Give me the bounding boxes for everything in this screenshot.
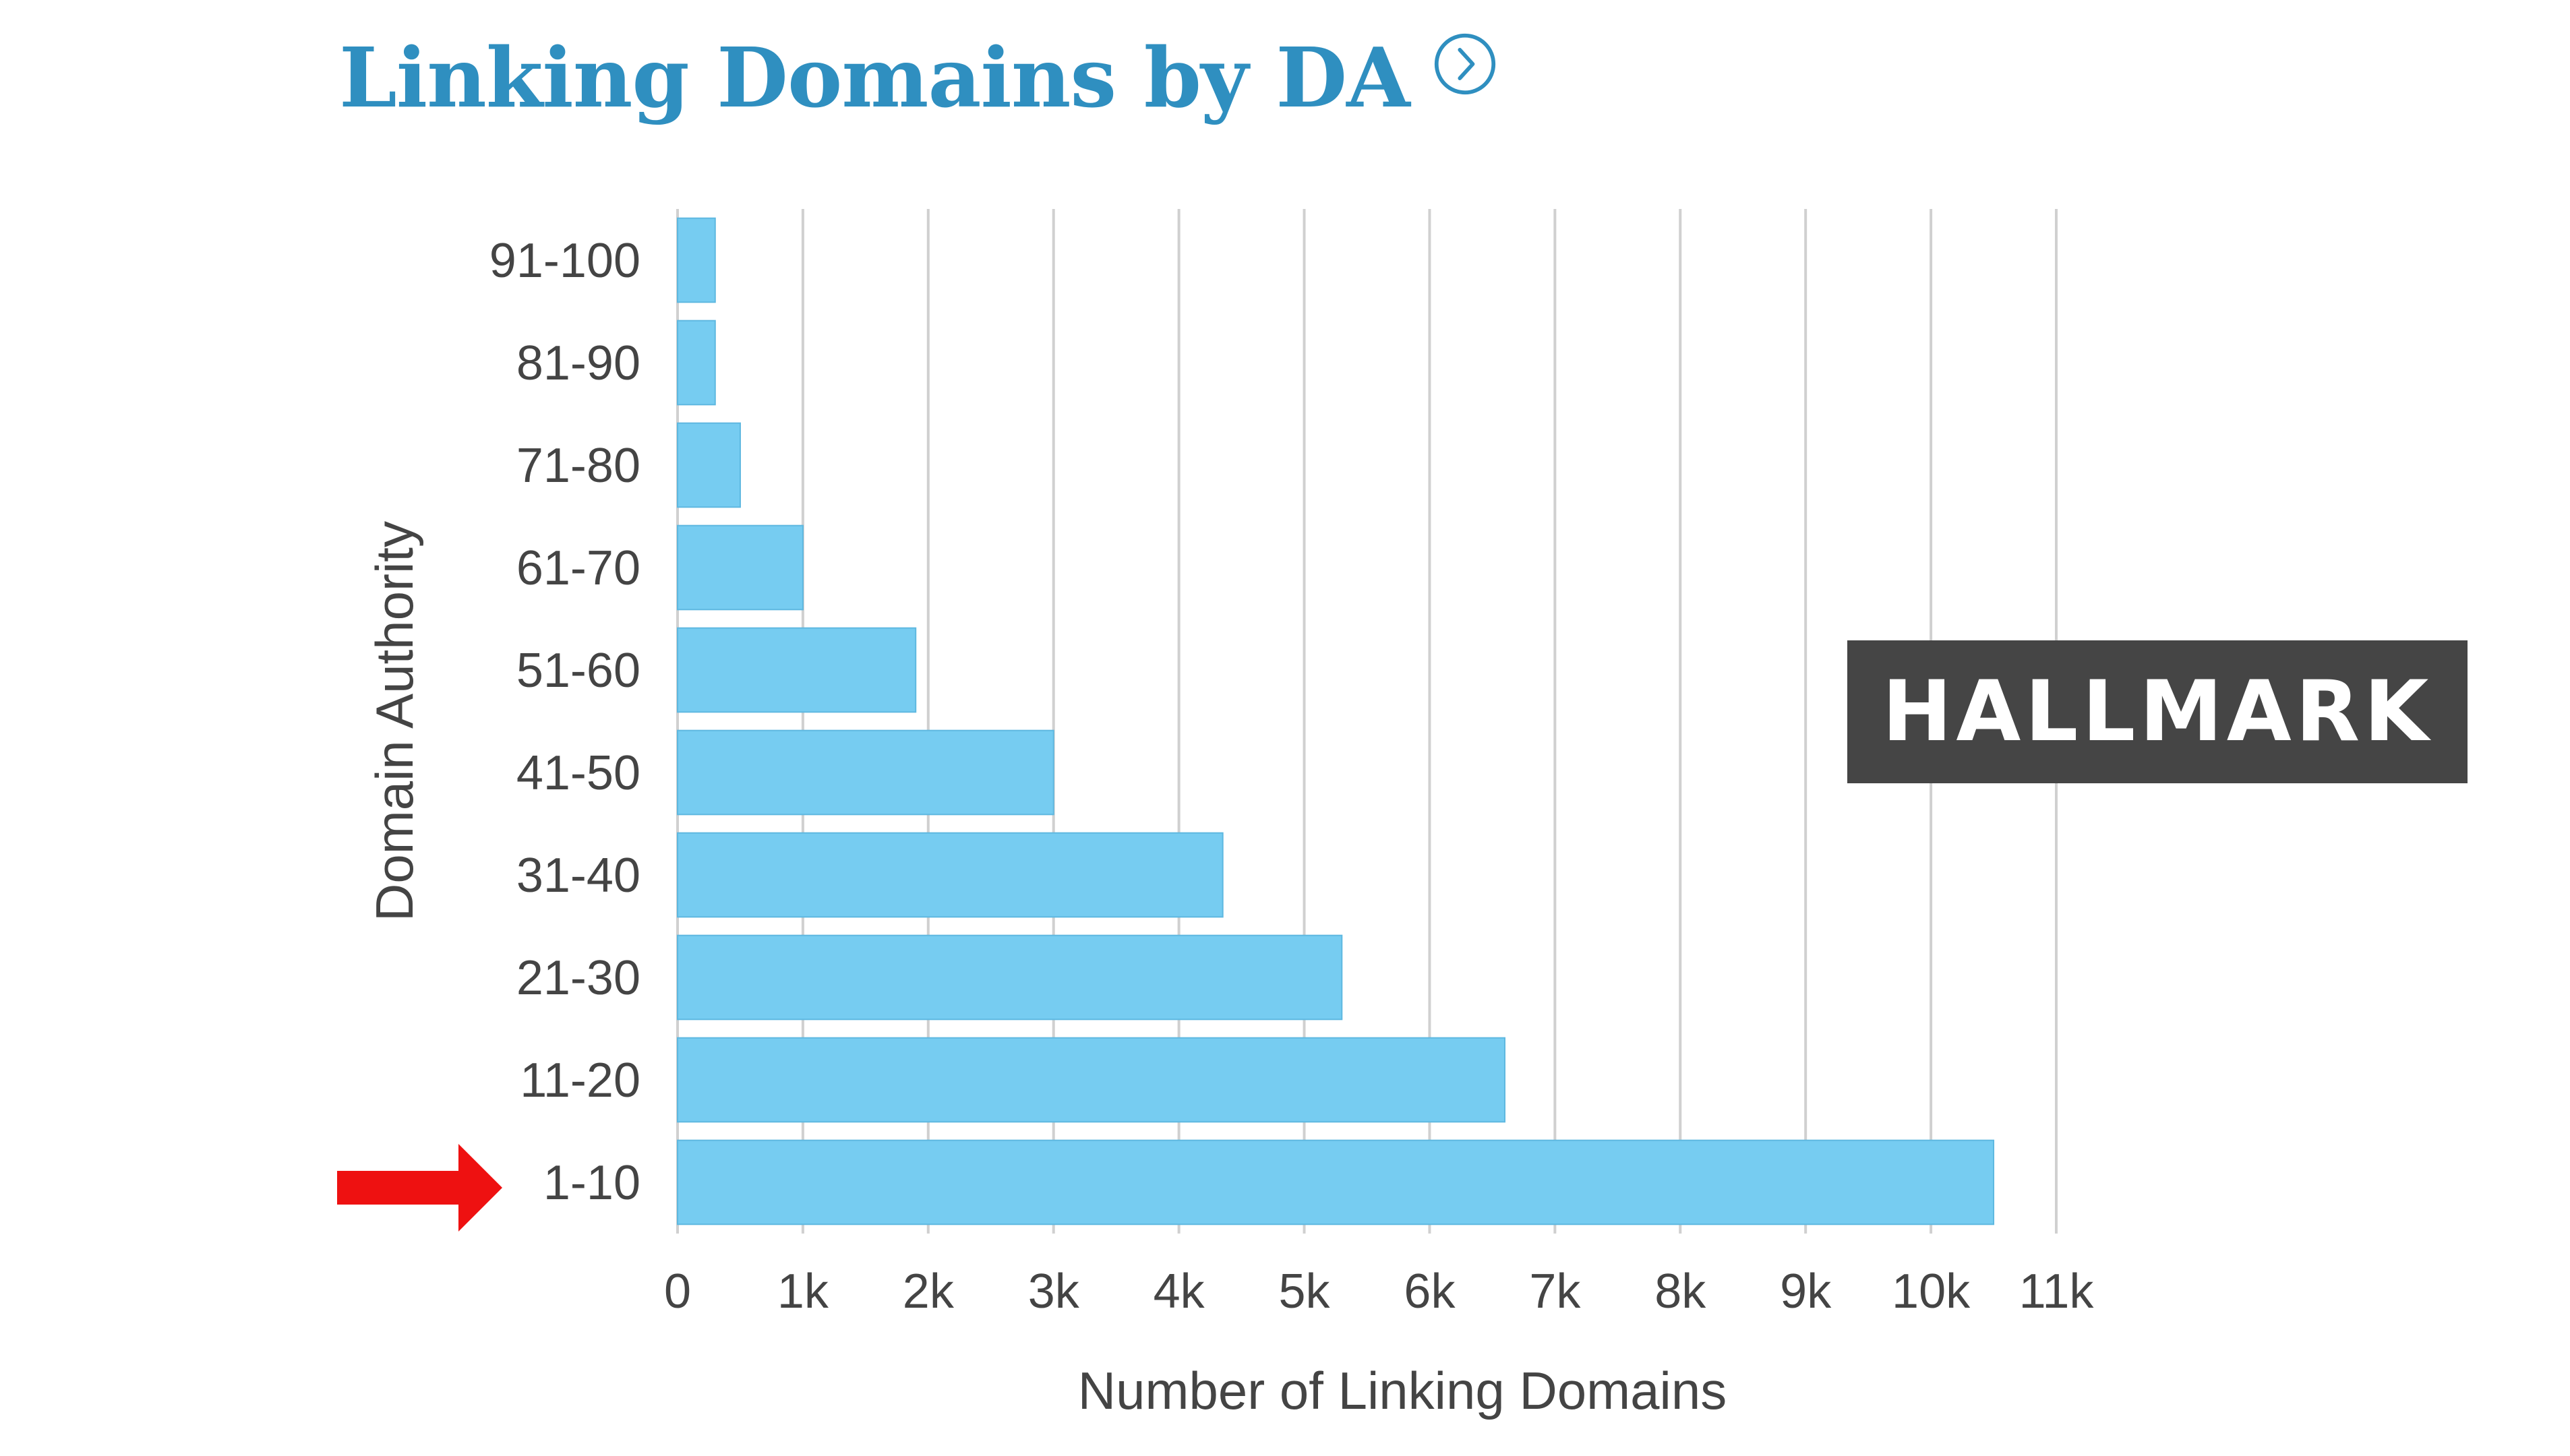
y-tick-label: 21-30 [516, 951, 640, 1005]
x-tick-label: 2k [903, 1265, 955, 1318]
y-tick-label: 11-20 [520, 1054, 640, 1108]
bar-51-60 [677, 627, 917, 713]
x-tick-label: 6k [1404, 1265, 1456, 1318]
x-tick-label: 9k [1780, 1265, 1832, 1318]
x-tick-label: 7k [1529, 1265, 1581, 1318]
y-tick-label: 41-50 [516, 746, 640, 800]
x-tick-label: 8k [1654, 1265, 1706, 1318]
chart-title-group: Linking Domains by DA [339, 28, 1497, 127]
bar-61-70 [677, 524, 804, 611]
bar-71-80 [677, 422, 741, 508]
y-tick-label: 31-40 [516, 849, 640, 903]
x-tick-label: 5k [1279, 1265, 1331, 1318]
bar-41-50 [677, 729, 1054, 816]
y-tick-label: 71-80 [516, 439, 640, 493]
y-axis-title: Domain Authority [365, 521, 424, 921]
watermark-text: HALLMARK [1882, 663, 2433, 760]
bar-81-90 [677, 320, 716, 406]
x-tick-label: 3k [1028, 1265, 1080, 1318]
x-tick-label: 1k [777, 1265, 829, 1318]
x-tick-label: 10k [1892, 1265, 1971, 1318]
red-arrow-right-icon [337, 1144, 502, 1232]
y-tick-label: 1-10 [543, 1156, 640, 1210]
bar-91-100 [677, 217, 716, 303]
watermark-badge: HALLMARK [1847, 640, 2468, 783]
y-tick-labels: 91-100 81-90 71-80 61-70 51-60 41-50 31-40 21-3… [489, 234, 640, 1210]
y-tick-label: 91-100 [489, 234, 640, 288]
x-tick-label: 0 [664, 1265, 691, 1318]
x-axis-title: Number of Linking Domains [1078, 1361, 1727, 1420]
bar-1-10 [677, 1139, 1995, 1225]
chevron-right-circle-icon[interactable] [1433, 32, 1497, 96]
y-tick-label: 81-90 [516, 336, 640, 390]
y-tick-label: 61-70 [516, 541, 640, 595]
y-tick-label: 51-60 [516, 644, 640, 698]
bar-11-20 [677, 1037, 1505, 1123]
x-tick-label: 11k [2019, 1265, 2095, 1318]
bar-21-30 [677, 934, 1343, 1021]
x-tick-label: 4k [1154, 1265, 1205, 1318]
bar-31-40 [677, 832, 1224, 918]
chart-title: Linking Domains by DA [339, 29, 1410, 126]
x-tick-labels: 0 1k 2k 3k 4k 5k 6k 7k 8k 9k 10k 11k [664, 1265, 2094, 1318]
bars [677, 217, 1995, 1225]
